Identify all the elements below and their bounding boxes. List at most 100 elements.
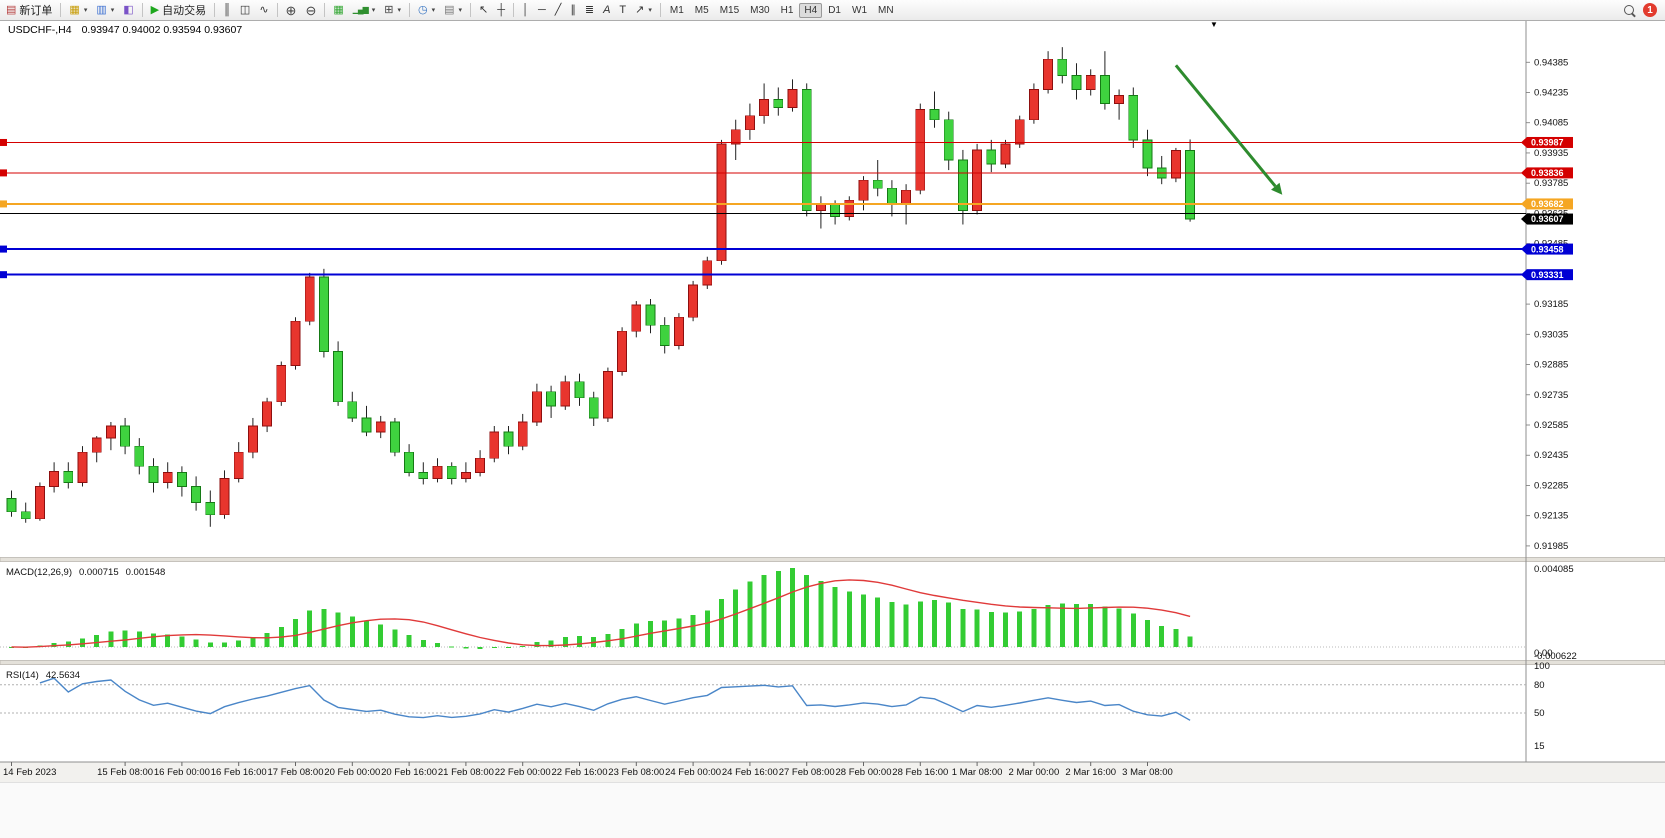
svg-text:0.92135: 0.92135 [1534, 511, 1568, 522]
toolbar-separator [324, 3, 326, 17]
svg-text:80: 80 [1534, 680, 1545, 691]
arrow-tool-button[interactable]: ↗ ▾ [631, 1, 656, 19]
indicators-icon: ▁▄▆ [352, 5, 369, 14]
fibonacci-button[interactable]: ≣ [581, 1, 598, 19]
timeframe-d1[interactable]: D1 [828, 4, 841, 16]
data-window-icon: ◧ [123, 3, 134, 16]
svg-text:23 Feb 08:00: 23 Feb 08:00 [608, 767, 664, 778]
trend-arrow[interactable] [1174, 64, 1283, 195]
svg-text:100: 100 [1534, 661, 1550, 672]
timeframe-h1[interactable]: H1 [780, 4, 794, 16]
price-chart[interactable]: 0.94385 0.94235 0.94085 0.93935 0.93785 0.936… [0, 21, 1665, 782]
zoom-out-button[interactable]: ⊖ [301, 1, 320, 19]
trend-line-button[interactable]: ╱ [551, 1, 566, 19]
svg-text:24 Feb 16:00: 24 Feb 16:00 [722, 767, 778, 778]
svg-text:16 Feb 16:00: 16 Feb 16:00 [211, 767, 267, 778]
timeframe-m5[interactable]: M5 [694, 4, 709, 16]
bar-chart-button[interactable]: ║ [219, 1, 235, 19]
indicators-button[interactable]: ▁▄▆ ▾ [349, 1, 380, 19]
search-icon [1624, 5, 1634, 15]
horizontal-line-button[interactable]: ─ [534, 1, 550, 19]
indicator-window-button[interactable]: ⊞ ▾ [380, 1, 405, 19]
timeframe-m30[interactable]: M30 [750, 4, 770, 16]
svg-text:0.93987: 0.93987 [1531, 138, 1564, 148]
new-chart-icon: ▦ [69, 3, 80, 16]
svg-text:0.93331: 0.93331 [1531, 270, 1564, 280]
status-area [0, 782, 1665, 838]
autotrade-button[interactable]: ▶ 自动交易 [147, 1, 210, 19]
crosshair-icon: ┼ [497, 3, 506, 16]
zoom-out-icon: ⊖ [305, 2, 317, 18]
autotrade-label: 自动交易 [162, 5, 207, 17]
bar-chart-icon: ║ [223, 3, 231, 16]
svg-text:0.94385: 0.94385 [1534, 57, 1568, 68]
chart-window[interactable]: 0.94385 0.94235 0.94085 0.93935 0.93785 0.936… [0, 20, 1665, 782]
timeframe-mn[interactable]: MN [878, 4, 894, 16]
arrow-tool-icon: ↗ [635, 3, 645, 16]
indicator-window-icon: ⊞ [384, 3, 394, 16]
crosshair-button[interactable]: ┼ [493, 1, 509, 19]
svg-text:0.93935: 0.93935 [1534, 148, 1568, 159]
toolbar-separator [470, 3, 472, 17]
period-button[interactable]: ◷ ▾ [414, 1, 439, 19]
svg-text:0.94235: 0.94235 [1534, 87, 1568, 98]
chart-dropdown-icon[interactable]: ▼ [1210, 20, 1218, 29]
svg-text:20 Feb 16:00: 20 Feb 16:00 [381, 767, 437, 778]
candle-chart-button[interactable]: ◫ [236, 1, 254, 19]
search-button[interactable] [1620, 1, 1638, 19]
svg-text:0.91985: 0.91985 [1534, 541, 1568, 552]
template-button[interactable]: ▤ ▾ [440, 1, 466, 19]
profiles-icon: ▥ [96, 3, 107, 16]
toolbar-separator [409, 3, 410, 17]
caret-icon: ▾ [431, 7, 436, 14]
clock-icon: ◷ [418, 3, 428, 16]
line-chart-button[interactable]: ∿ [255, 1, 272, 19]
cursor-button[interactable]: ↖ [475, 1, 492, 19]
caret-icon: ▾ [648, 7, 652, 14]
timeframe-w1[interactable]: W1 [852, 4, 867, 16]
cursor-icon: ↖ [479, 3, 489, 16]
new-order-icon: ▤ [6, 3, 17, 16]
label-tool-button[interactable]: T [615, 1, 630, 19]
rsi-panel: 100 80 50 15 RSI(14) 42.5634 [0, 661, 1550, 752]
zoom-in-icon: ⊕ [285, 2, 297, 18]
notification-badge[interactable]: 1 [1643, 3, 1657, 17]
new-order-button[interactable]: ▤ 新订单 [2, 1, 56, 19]
svg-text:28 Feb 00:00: 28 Feb 00:00 [836, 767, 892, 778]
svg-text:27 Feb 08:00: 27 Feb 08:00 [779, 767, 835, 778]
channel-button[interactable]: ∥ [566, 1, 580, 19]
svg-text:RSI(14)42.5634: RSI(14) 42.5634 [6, 670, 80, 681]
caret-icon: ▾ [458, 7, 463, 14]
new-order-label: 新订单 [19, 5, 53, 17]
timeframe-m15[interactable]: M15 [719, 4, 740, 16]
svg-text:20 Feb 00:00: 20 Feb 00:00 [324, 767, 380, 778]
toolbar-separator [659, 3, 661, 17]
data-window-button[interactable]: ◧ [119, 1, 137, 19]
toolbar-separator [214, 3, 216, 17]
time-axis[interactable]: 14 Feb 2023 15 Feb 08:00 16 Feb 00:00 16 Fe… [3, 762, 1173, 778]
chart-background [0, 21, 1665, 782]
new-chart-button[interactable]: ▦ ▾ [65, 1, 91, 19]
svg-text:24 Feb 00:00: 24 Feb 00:00 [665, 767, 721, 778]
toolbar-separator [60, 3, 62, 17]
svg-text:28 Feb 16:00: 28 Feb 16:00 [892, 767, 948, 778]
tile-windows-button[interactable]: ▦ [329, 1, 347, 19]
macd-panel: 0.004085 0.00-0.000622 MACD(12,26,9) 0.0007… [0, 564, 1577, 662]
svg-text:1 Mar 08:00: 1 Mar 08:00 [952, 767, 1003, 778]
svg-text:0.93607: 0.93607 [1531, 214, 1564, 224]
timeframe-h4[interactable]: H4 [799, 2, 823, 18]
zoom-in-button[interactable]: ⊕ [282, 1, 301, 19]
profiles-button[interactable]: ▥ ▾ [92, 1, 118, 19]
caret-icon: ▾ [110, 7, 115, 14]
svg-text:3 Mar 08:00: 3 Mar 08:00 [1122, 767, 1173, 778]
horizontal-level-lines[interactable] [0, 138, 1526, 279]
price-tags: 0.93987 0.93836 0.93682 0.93458 0.93331 0.936… [1521, 136, 1573, 281]
candle-chart-icon: ◫ [239, 3, 251, 16]
svg-text:50: 50 [1534, 708, 1545, 719]
text-tool-button[interactable]: A [599, 1, 614, 19]
svg-text:0.93185: 0.93185 [1534, 299, 1568, 310]
vertical-line-button[interactable]: │ [518, 1, 533, 19]
timeframe-m1[interactable]: M1 [669, 4, 684, 16]
fibonacci-icon: ≣ [584, 3, 595, 16]
